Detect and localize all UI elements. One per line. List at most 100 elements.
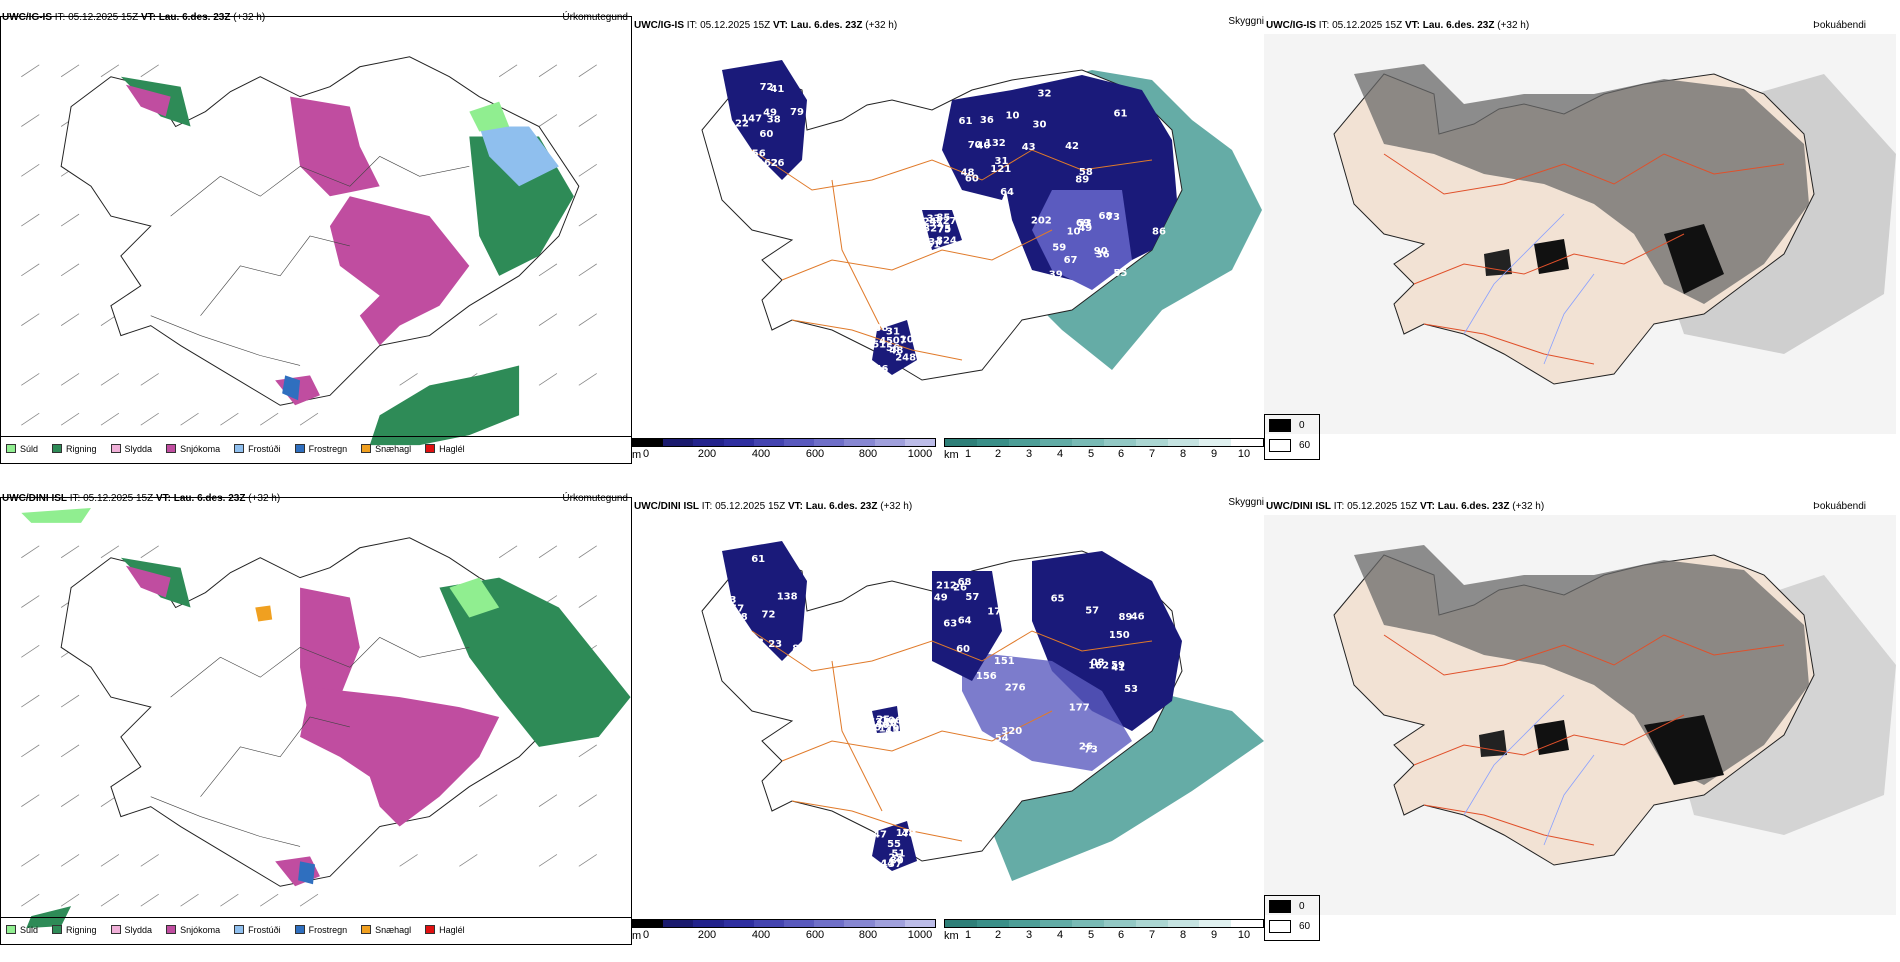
panel-title: UWC/IG-IS IT: 05.12.2025 15Z VT: Lau. 6.… [634,20,898,31]
fog-swatch-high [1269,438,1291,452]
visibility-value: 212 [936,581,957,592]
rain-east [439,577,631,747]
swatch-sleet [110,444,121,453]
visibility-tick: 8 [1179,929,1187,941]
visibility-value: 162 [757,158,778,169]
visibility-value: 179 [879,724,900,735]
visibility-tick: 9 [1210,929,1218,941]
precip-legend: Súld Rigning Slydda Snjókoma Frostúði Fr… [0,436,632,460]
visibility-value: 118 [727,612,748,623]
visibility-value: 85 [936,213,950,224]
visibility-value: 22 [735,118,749,129]
visibility-value: 202 [1031,215,1052,226]
visibility-value: 60 [759,129,773,140]
visibility-value: 138 [777,592,798,603]
visibility-value: 61 [751,554,765,565]
visibility-value: 60 [965,173,979,184]
visibility-value: 31 [995,156,1009,167]
visibility-unit: km [944,449,959,461]
visibility-value: 72 [760,82,774,93]
visibility-value: 70 [968,140,982,151]
cloudbase-tick: 1000 [907,448,933,460]
panel-title: UWC/DINI ISL IT: 05.12.2025 15Z VT: Lau.… [634,501,913,512]
visibility-value: 33 [927,213,941,224]
drizzle-offshore [21,507,92,523]
visibility-value: 68 [958,577,972,588]
visibility-value: 10 [1006,111,1020,122]
visibility-value: 48 [901,828,915,839]
visibility-tick: 10 [1237,929,1251,941]
visibility-value: 248 [895,353,916,364]
graupel-north [255,605,273,622]
visibility-value: 55 [1113,268,1127,279]
visibility-value: 72 [762,610,776,621]
fog-map [1264,34,1896,434]
visibility-value: 240 [869,720,890,731]
legend-item: Snæhagl [361,444,411,454]
swatch-sleet [110,925,121,934]
visibility-tick: 10 [1237,448,1251,460]
rain-south-sea [369,365,520,446]
visibility-value: 56 [886,343,900,354]
visibility-value: 156 [976,671,997,682]
visibility-value: 10 [1067,226,1081,237]
fog-dense-2 [1534,720,1569,755]
fog-map [1264,515,1896,915]
freezing-drizzle [479,126,559,187]
visibility-value: 32 [1038,88,1052,99]
visibility-value: 51 [891,849,905,860]
visibility-value: 10 [883,717,897,728]
swatch-freezing-drizzle [234,444,245,453]
swatch-rain [52,925,63,934]
cloudbase-tick: 600 [805,929,825,941]
snow-nw [125,84,171,117]
precip-map [0,497,632,945]
wind-barbs [21,64,597,426]
visibility-value: 40 [977,141,991,152]
road-network [1383,153,1785,365]
visibility-panel: UWC/DINI ISL IT: 05.12.2025 15Z VT: Lau.… [632,497,1264,962]
visibility-value: 86 [1152,227,1166,238]
fog-dense-2 [1534,239,1569,274]
visibility-value: 57 [1085,606,1099,617]
visibility-value: 48 [889,345,903,356]
swatch-rain [52,444,63,453]
iceland-outline [60,56,580,406]
cloudbase-tick: 0 [642,929,650,941]
cloudbase-tick: 200 [697,929,717,941]
visibility-value: 27 [943,216,957,227]
legend-item: Frostúði [234,444,281,454]
cloudbase-tick: 1000 [907,929,933,941]
visibility-value: 69 [1076,218,1090,229]
legend-item: Súld [6,925,38,935]
fog-dense-3 [1484,249,1512,276]
visibility-value: 31 [886,326,900,337]
cloudbase-west [872,706,900,733]
cloudbase-north [932,571,1002,681]
snow-central [300,687,500,827]
swatch-hail [425,444,436,453]
fog-dense-3 [1479,730,1507,757]
cloudbase-colorbar: m 0 200 400 600 800 1000 [632,438,936,461]
cloudbase-se [1032,190,1132,290]
visibility-colorbar-strip [944,919,1264,928]
visibility-tick: 9 [1210,448,1218,460]
precip-legend: Súld Rigning Slydda Snjókoma Frostúði Fr… [0,917,632,941]
visibility-colorbar-strip [944,438,1264,447]
fog-scale: 0 60 [1264,895,1320,941]
visibility-value: 84 [792,644,806,655]
visibility-value: 132 [985,138,1006,149]
visibility-value: 48 [961,168,975,179]
cloudbase-south [872,320,917,375]
visibility-value: 172 [896,828,917,839]
fog-dense-1 [1664,224,1724,294]
fog-swatch-low [1269,418,1291,432]
cloudbase-south [872,821,917,871]
visibility-value: 156 [745,148,766,159]
visibility-value: 45 [885,726,899,737]
cloudbase-tick: 800 [858,448,878,460]
visibility-value: 67 [1064,255,1078,266]
visibility-tick: 1 [964,929,972,941]
visibility-panel: UWC/IG-IS IT: 05.12.2025 15Z VT: Lau. 6.… [632,16,1264,481]
visibility-value: 60 [956,644,970,655]
